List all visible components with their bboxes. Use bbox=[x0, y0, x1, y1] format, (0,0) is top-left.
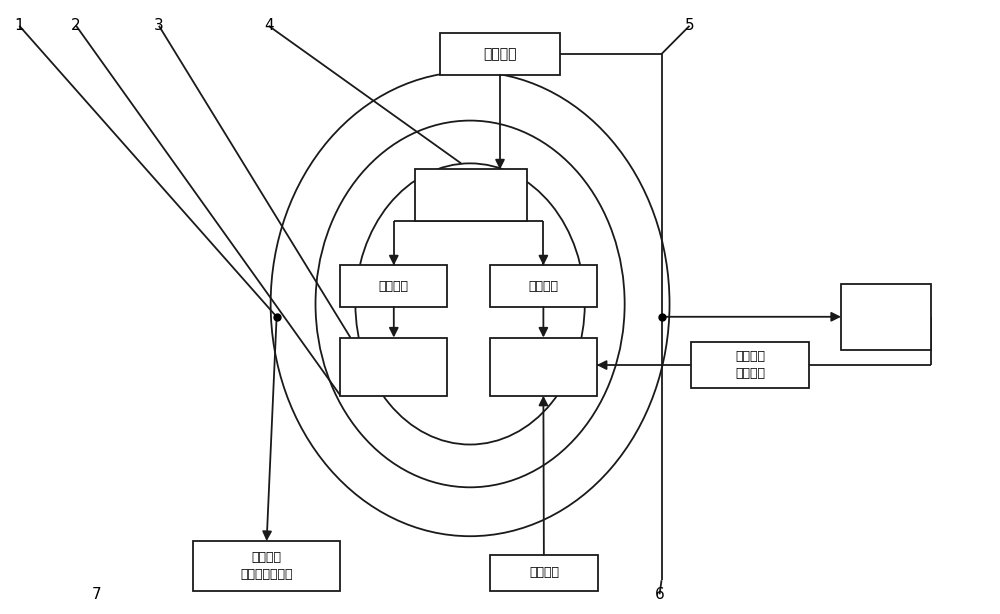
FancyBboxPatch shape bbox=[490, 265, 597, 307]
Text: 5: 5 bbox=[685, 18, 694, 33]
Text: 耦合电势: 耦合电势 bbox=[483, 47, 517, 61]
Text: 控制信号: 控制信号 bbox=[735, 367, 765, 380]
Text: 1: 1 bbox=[15, 18, 24, 33]
FancyBboxPatch shape bbox=[340, 338, 447, 395]
FancyBboxPatch shape bbox=[490, 554, 598, 591]
FancyBboxPatch shape bbox=[440, 33, 560, 75]
Text: 耦合电势: 耦合电势 bbox=[379, 280, 409, 293]
Text: 6: 6 bbox=[655, 587, 664, 602]
Text: 3: 3 bbox=[154, 18, 164, 33]
Text: 耦合电势: 耦合电势 bbox=[252, 551, 282, 564]
Text: 耦合电势: 耦合电势 bbox=[528, 280, 558, 293]
FancyBboxPatch shape bbox=[490, 338, 597, 395]
Text: 2: 2 bbox=[71, 18, 81, 33]
Text: 偏置电流: 偏置电流 bbox=[735, 350, 765, 363]
FancyBboxPatch shape bbox=[841, 284, 931, 350]
Text: 低通滤波后信号: 低通滤波后信号 bbox=[240, 568, 293, 581]
Text: 偏置电流: 偏置电流 bbox=[529, 566, 559, 580]
Text: 7: 7 bbox=[91, 587, 101, 602]
FancyBboxPatch shape bbox=[415, 169, 527, 222]
Text: 4: 4 bbox=[264, 18, 273, 33]
FancyBboxPatch shape bbox=[691, 343, 809, 387]
FancyBboxPatch shape bbox=[340, 265, 447, 307]
FancyBboxPatch shape bbox=[193, 541, 340, 591]
